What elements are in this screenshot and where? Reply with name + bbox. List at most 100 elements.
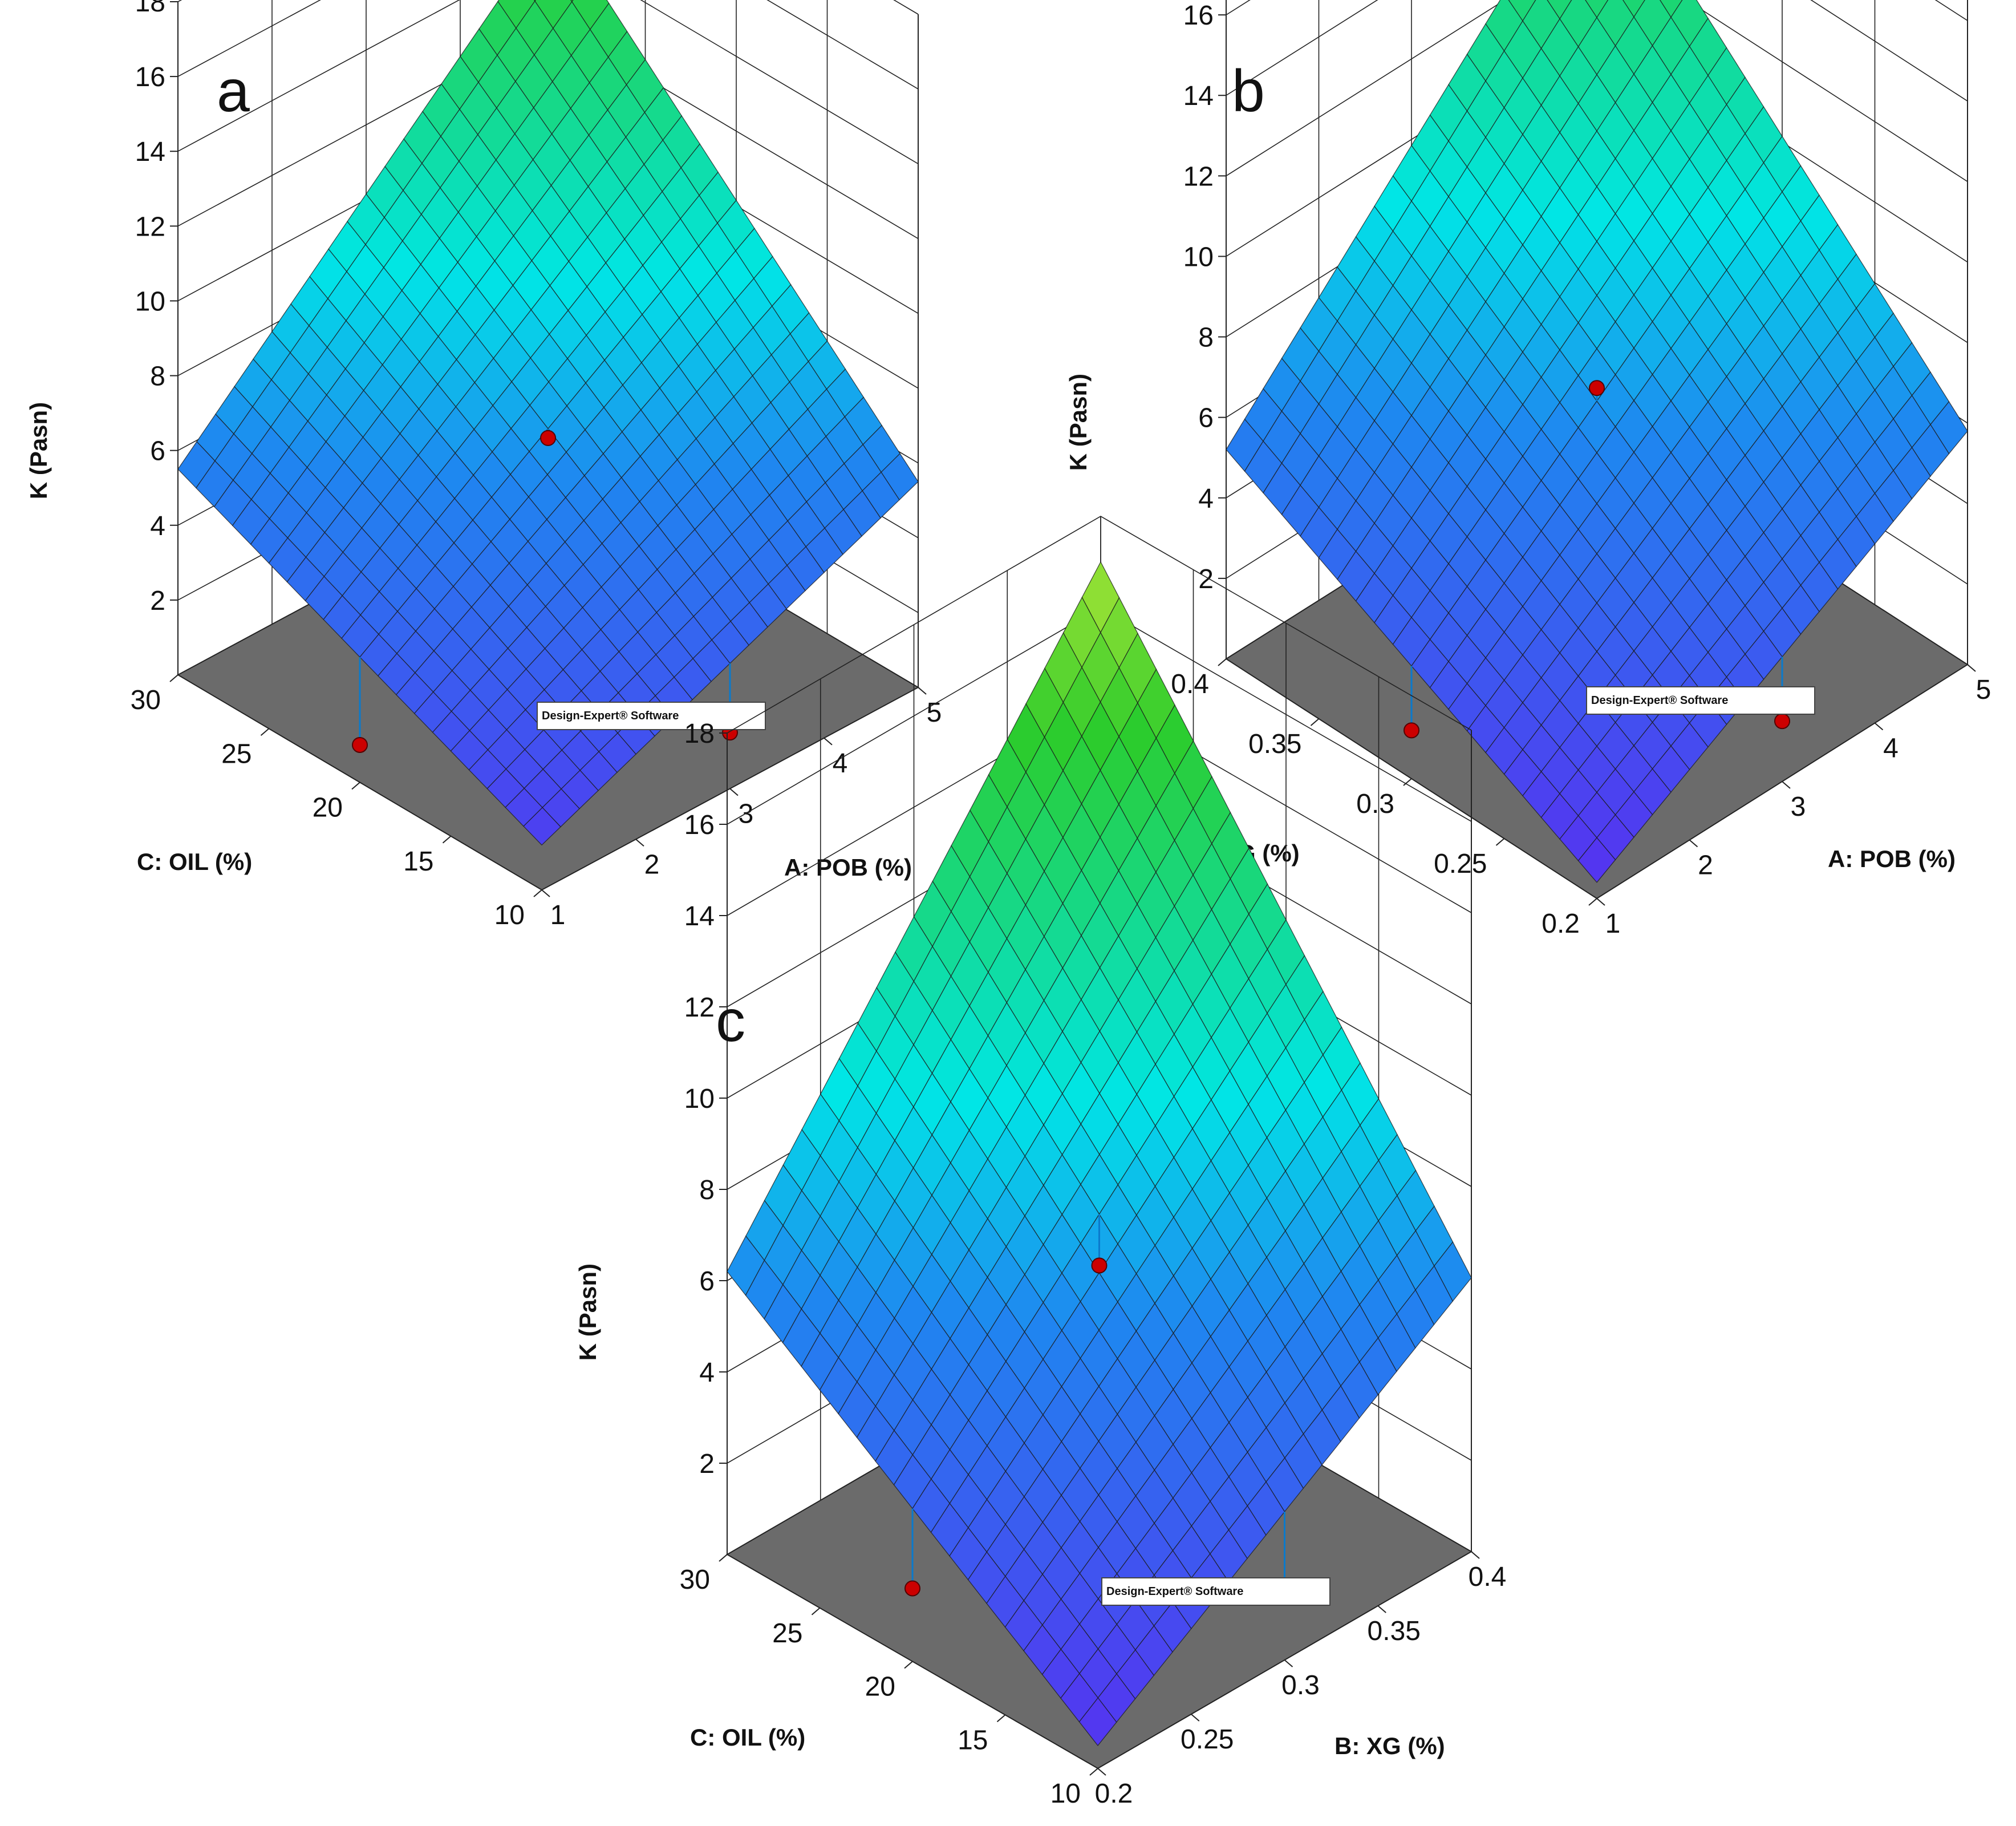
x-tick-mark — [1596, 898, 1605, 906]
z-tick-label: 18 — [684, 719, 715, 749]
x-tick-mark — [1874, 722, 1884, 731]
surface-cell — [1622, 0, 1645, 18]
x-tick-mark — [1097, 1768, 1106, 1776]
x-tick-label: 0.35 — [1368, 1616, 1421, 1646]
z-tick-label: 12 — [1183, 161, 1214, 192]
z-tick-label: 10 — [1183, 242, 1214, 272]
x-tick-mark — [1967, 664, 1976, 672]
z-tick-label: 4 — [150, 511, 165, 541]
x-tick-label: 5 — [1976, 675, 1991, 705]
x-tick-mark — [729, 788, 739, 796]
z-tick-label: 8 — [699, 1175, 715, 1205]
z-tick-label: 16 — [1183, 1, 1214, 31]
x-axis-title-a: A: POB (%) — [784, 854, 912, 881]
design-point — [352, 736, 368, 753]
x-tick-label: 4 — [1883, 734, 1899, 764]
z-tick-label: 6 — [1198, 403, 1214, 434]
y-tick-mark — [1588, 898, 1597, 906]
svg-text:Design-Expert® Software: Design-Expert® Software — [542, 710, 679, 722]
z-tick-label: 14 — [1183, 81, 1214, 111]
y-tick-mark — [1218, 658, 1227, 666]
z-tick-label: 8 — [1198, 323, 1214, 353]
y-tick-label: 0.4 — [1171, 669, 1209, 699]
z-tick-label: 14 — [684, 901, 715, 932]
x-tick-label: 0.25 — [1181, 1724, 1234, 1755]
x-tick-mark — [1471, 1551, 1480, 1559]
y-tick-label: 0.2 — [1542, 909, 1580, 939]
design-point — [1404, 722, 1419, 739]
y-tick-label: 30 — [680, 1565, 710, 1595]
y-tick-mark — [719, 1554, 728, 1562]
z-tick-label: 4 — [699, 1358, 715, 1388]
surface-cell — [1585, 0, 1609, 19]
z-tick-label: 2 — [699, 1449, 715, 1479]
z-tick-label: 18 — [135, 0, 165, 18]
x-tick-label: 3 — [1791, 792, 1806, 822]
x-tick-mark — [1191, 1714, 1200, 1722]
y-tick-mark — [904, 1661, 913, 1669]
z-tick-label: 16 — [684, 810, 715, 840]
y-tick-mark — [1089, 1768, 1098, 1776]
z-tick-label: 10 — [684, 1084, 715, 1114]
x-tick-label: 1 — [550, 900, 566, 930]
y-tick-mark — [351, 782, 360, 790]
x-tick-label: 2 — [644, 849, 660, 880]
watermark-b: Design-Expert® Software — [1586, 686, 1815, 715]
y-tick-label: 0.3 — [1356, 789, 1394, 819]
panel-letter-b: b — [1232, 58, 1265, 124]
y-tick-mark — [811, 1607, 821, 1616]
z-tick-label: 12 — [684, 993, 715, 1023]
x-tick-mark — [541, 889, 550, 897]
z-tick-label: 6 — [150, 436, 165, 467]
y-tick-label: 20 — [865, 1672, 895, 1702]
x-tick-label: 3 — [739, 799, 754, 829]
y-tick-mark — [533, 889, 542, 897]
y-tick-label: 25 — [772, 1618, 802, 1649]
design-point — [540, 430, 556, 446]
z-tick-label: 14 — [135, 137, 165, 167]
watermark-a: Design-Expert® Software — [537, 702, 766, 730]
svg-text:Design-Expert® Software: Design-Expert® Software — [1591, 694, 1728, 707]
surface-cell — [1577, 837, 1616, 883]
panel-c: 246810121416180.20.250.30.350.4101520253… — [574, 516, 1506, 1809]
z-axis-title-b: K (Pasn) — [1065, 374, 1092, 471]
watermark-c: Design-Expert® Software — [1101, 1577, 1331, 1606]
x-axis-title-b: A: POB (%) — [1828, 845, 1956, 872]
y-tick-mark — [169, 674, 179, 682]
design-point — [1589, 380, 1605, 396]
design-point — [1774, 713, 1790, 730]
y-tick-mark — [996, 1714, 1006, 1723]
y-tick-mark — [260, 728, 270, 736]
y-tick-mark — [1495, 838, 1505, 846]
panel-b: 24681012141618123450.20.250.30.350.4 b K… — [1065, 0, 1991, 939]
z-tick-label: 16 — [135, 62, 165, 92]
x-tick-mark — [918, 687, 927, 695]
z-axis-title-c: K (Pasn) — [574, 1264, 601, 1361]
x-tick-label: 0.2 — [1095, 1779, 1133, 1809]
x-tick-mark — [1377, 1605, 1386, 1613]
x-tick-mark — [1689, 839, 1698, 848]
y-tick-label: 25 — [221, 739, 252, 769]
y-tick-label: 20 — [313, 793, 343, 823]
surface-cell — [523, 807, 561, 846]
x-tick-mark — [1782, 781, 1791, 789]
x-axis-title-c: B: XG (%) — [1334, 1732, 1445, 1759]
y-tick-mark — [1310, 718, 1320, 726]
surface-cell — [1659, 0, 1683, 18]
x-tick-label: 4 — [833, 748, 848, 779]
y-tick-label: 0.25 — [1434, 849, 1487, 879]
panel-letter-c: c — [716, 988, 745, 1054]
y-tick-label: 0.35 — [1248, 729, 1301, 759]
y-tick-mark — [442, 835, 452, 844]
design-point — [1091, 1257, 1108, 1274]
x-tick-label: 1 — [1605, 909, 1621, 939]
z-tick-label: 2 — [150, 586, 165, 616]
x-tick-label: 5 — [927, 698, 942, 728]
svg-text:Design-Expert® Software: Design-Expert® Software — [1106, 1585, 1243, 1598]
x-tick-label: 0.3 — [1281, 1670, 1320, 1701]
wall-gridline — [177, 0, 919, 90]
panel-letter-a: a — [217, 58, 250, 124]
y-tick-mark — [1403, 778, 1412, 786]
